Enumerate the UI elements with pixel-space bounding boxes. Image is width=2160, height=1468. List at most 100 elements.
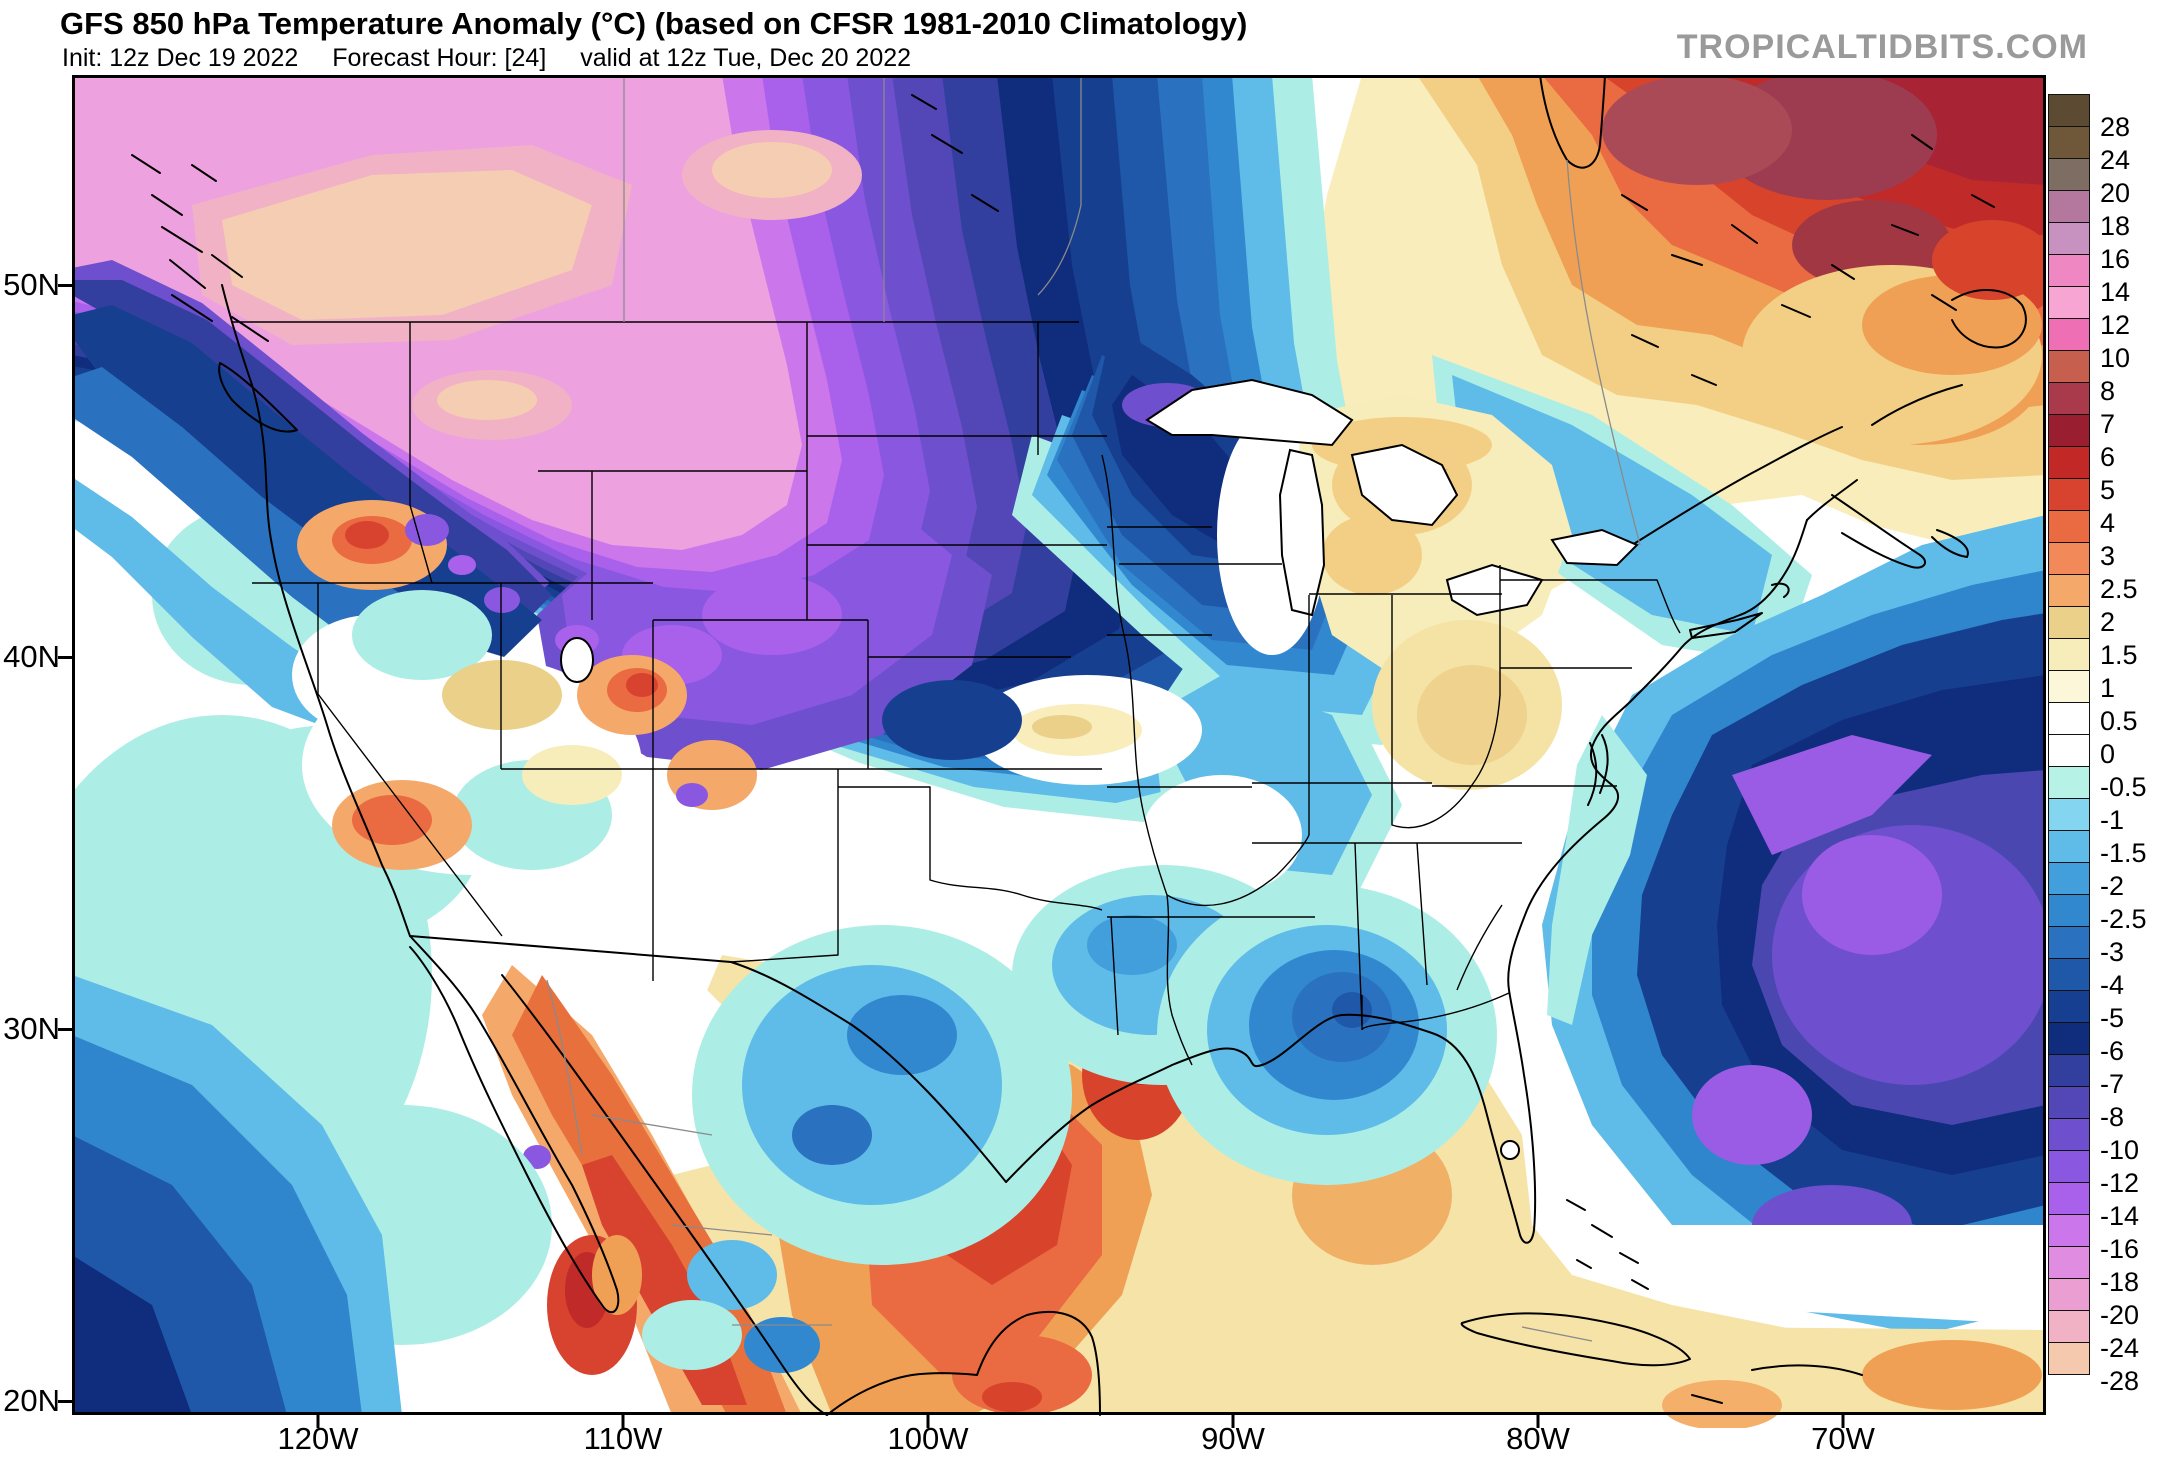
colorbar-segment: [2048, 638, 2090, 671]
lat-label: 20N: [3, 1383, 60, 1418]
init-time: Init: 12z Dec 19 2022: [62, 44, 299, 72]
colorbar-label: 5: [2100, 475, 2116, 505]
colorbar-segment: [2048, 478, 2090, 511]
colorbar-label: 24: [2100, 145, 2131, 175]
lon-label: 90W: [1201, 1421, 1265, 1456]
colorbar-label: 6: [2100, 442, 2116, 472]
colorbar-segment: [2048, 830, 2090, 863]
colorbar-label: -4: [2100, 970, 2125, 1000]
colorbar-segment: [2048, 926, 2090, 959]
colorbar-segment: [2048, 222, 2090, 255]
lon-label: 100W: [887, 1421, 969, 1456]
colorbar-segment: [2048, 542, 2090, 575]
colorbar-label: -28: [2100, 1366, 2140, 1396]
colorbar-label: -14: [2100, 1201, 2140, 1231]
colorbar-segment: [2048, 382, 2090, 415]
colorbar-segment: [2048, 894, 2090, 927]
colorbar-label: 2.5: [2100, 574, 2138, 604]
colorbar-label: 1: [2100, 673, 2116, 703]
colorbar-segment: [2048, 414, 2090, 447]
colorbar-segment: [2048, 254, 2090, 287]
province-borders: [547, 75, 1640, 1341]
colorbar-label: 0.5: [2100, 706, 2138, 736]
colorbar-label: -20: [2100, 1300, 2140, 1330]
colorbar-label: -0.5: [2100, 772, 2147, 802]
colorbar-label: -16: [2100, 1234, 2140, 1264]
colorbar-segment: [2048, 1182, 2090, 1215]
colorbar-segment: [2048, 318, 2090, 351]
colorbar-segment: [2048, 702, 2090, 735]
lon-ticks: [318, 1415, 1843, 1428]
colorbar-label: -12: [2100, 1168, 2140, 1198]
valid-time: valid at 12z Tue, Dec 20 2022: [580, 44, 912, 72]
colorbar-segment: [2048, 350, 2090, 383]
colorbar-label: -24: [2100, 1333, 2140, 1363]
colorbar-label: 4: [2100, 508, 2116, 538]
colorbar-segment: [2048, 126, 2090, 159]
lat-label: 30N: [3, 1011, 60, 1046]
colorbar-segment: [2048, 190, 2090, 223]
colorbar-label: -1: [2100, 805, 2125, 835]
colorbar-segment: [2048, 1278, 2090, 1311]
colorbar-label: -8: [2100, 1102, 2125, 1132]
lat-label: 40N: [3, 639, 60, 674]
colorbar-label: -6: [2100, 1036, 2125, 1066]
colorbar-label: 16: [2100, 244, 2131, 274]
colorbar-label: 8: [2100, 376, 2116, 406]
colorbar-segment: [2048, 158, 2090, 191]
colorbar-label: -7: [2100, 1069, 2125, 1099]
colorbar-label: -3: [2100, 937, 2125, 967]
lat-label: 50N: [3, 267, 60, 302]
map-canvas: [12, 70, 2057, 1430]
lon-label: 110W: [583, 1421, 663, 1456]
state-borders: [232, 322, 1680, 1065]
colorbar-label: 28: [2100, 112, 2131, 142]
colorbar-segment: [2048, 1086, 2090, 1119]
colorbar-segment: [2048, 574, 2090, 607]
colorbar-segment: [2048, 1342, 2090, 1375]
colorbar-segment: [2048, 1214, 2090, 1247]
colorbar-segment: [2048, 958, 2090, 991]
colorbar-segment: [2048, 734, 2090, 767]
colorbar-label: 10: [2100, 343, 2131, 373]
colorbar-label: 1.5: [2100, 640, 2138, 670]
great-lakes: [561, 380, 1637, 1159]
lon-label: 120W: [277, 1421, 359, 1456]
colorbar-label: 20: [2100, 178, 2131, 208]
colorbar-label: 18: [2100, 211, 2131, 241]
colorbar-segment: [2048, 670, 2090, 703]
anomaly-map: [12, 70, 2057, 1430]
colorbar-label: 3: [2100, 541, 2116, 571]
colorbar-label: -2: [2100, 871, 2125, 901]
colorbar-label: -5: [2100, 1003, 2125, 1033]
chart-subtitle: Init: 12z Dec 19 2022 Forecast Hour: [24]…: [62, 44, 945, 73]
site-watermark: TROPICALTIDBITS.COM: [1676, 28, 2088, 66]
colorbar-segment: [2048, 1246, 2090, 1279]
lon-label: 70W: [1811, 1421, 1875, 1456]
colorbar-segment: [2048, 286, 2090, 319]
colorbar-segment: [2048, 446, 2090, 479]
colorbar-label: 14: [2100, 277, 2131, 307]
colorbar-label: -2.5: [2100, 904, 2147, 934]
lat-tick: [58, 1028, 74, 1031]
colorbar-label: 12: [2100, 310, 2131, 340]
colorbar-segment: [2048, 94, 2090, 127]
colorbar-label: 0: [2100, 739, 2116, 769]
coastlines: [132, 75, 2026, 1415]
chart-title: GFS 850 hPa Temperature Anomaly (°C) (ba…: [60, 6, 1248, 41]
colorbar-label: 2: [2100, 607, 2116, 637]
colorbar-label: 7: [2100, 409, 2116, 439]
colorbar-segment: [2048, 1118, 2090, 1151]
lat-tick: [58, 656, 74, 659]
colorbar-segment: [2048, 862, 2090, 895]
colorbar-label: -10: [2100, 1135, 2140, 1165]
colorbar-segment: [2048, 606, 2090, 639]
lat-tick: [58, 1400, 74, 1403]
lon-label: 80W: [1506, 1421, 1570, 1456]
colorbar-segment: [2048, 1054, 2090, 1087]
colorbar: [2048, 94, 2092, 1375]
colorbar-segment: [2048, 1310, 2090, 1343]
forecast-hour: Forecast Hour: [24]: [332, 44, 547, 72]
lat-tick: [58, 284, 74, 287]
colorbar-segment: [2048, 766, 2090, 799]
